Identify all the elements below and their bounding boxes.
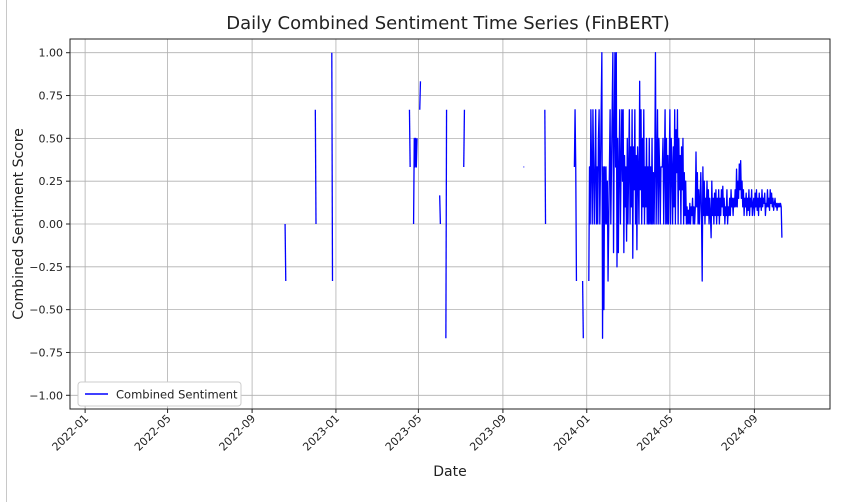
grid-lines — [70, 39, 830, 409]
series-line-segment — [581, 281, 584, 339]
panel-edge-divider — [6, 0, 7, 502]
x-tick-label: 2023-05 — [383, 412, 425, 454]
series-line-segment — [588, 52, 783, 339]
x-tick-label: 2022-05 — [132, 412, 174, 454]
x-tick-label: 2022-01 — [50, 412, 92, 454]
x-tick-label: 2022-09 — [217, 412, 259, 454]
x-tick-label: 2024-01 — [551, 412, 593, 454]
series-line-segment — [544, 109, 547, 225]
legend-box — [77, 381, 242, 407]
y-axis-label: Combined Sentiment Score — [11, 128, 27, 320]
y-tick-label: 0.75 — [39, 90, 64, 103]
chart-legend: Combined Sentiment — [77, 381, 242, 407]
y-tick-label: 1.00 — [39, 47, 64, 60]
x-tick-label: 2024-09 — [719, 412, 761, 454]
x-axis-ticks: 2022-01 2022-05 2022-09 2023-01 2023-05 2023-… — [50, 409, 761, 454]
series-line-segment — [573, 109, 578, 282]
x-tick-label: 2023-01 — [300, 412, 342, 454]
series-line-segment — [284, 223, 287, 282]
series-line-segment — [314, 109, 317, 225]
series-line-segment — [445, 109, 448, 339]
y-tick-label: −1.00 — [29, 389, 63, 402]
y-tick-label: 0.50 — [39, 132, 64, 145]
series-line-segment — [331, 52, 334, 282]
series-combined-sentiment — [284, 52, 783, 339]
x-tick-label: 2023-09 — [467, 412, 509, 454]
y-tick-label: −0.50 — [29, 304, 63, 317]
series-line-segment — [439, 195, 442, 225]
y-axis-ticks: 1.00 0.75 0.50 0.25 0.00 −0.25 −0.50 −0.75 −1.00 — [29, 47, 70, 402]
x-axis-label: Date — [433, 464, 466, 480]
series-line-segment — [412, 137, 418, 225]
series-line-segment — [419, 81, 422, 110]
y-tick-label: −0.25 — [29, 261, 63, 274]
x-tick-label: 2024-05 — [634, 412, 676, 454]
y-tick-label: 0.25 — [39, 175, 64, 188]
series-line-segment — [463, 109, 466, 167]
legend-label: Combined Sentiment — [116, 388, 238, 402]
y-tick-label: −0.75 — [29, 346, 63, 359]
series-line-segment — [408, 109, 411, 167]
chart-title: Daily Combined Sentiment Time Series (Fi… — [226, 13, 669, 34]
y-tick-label: 0.00 — [39, 218, 64, 231]
